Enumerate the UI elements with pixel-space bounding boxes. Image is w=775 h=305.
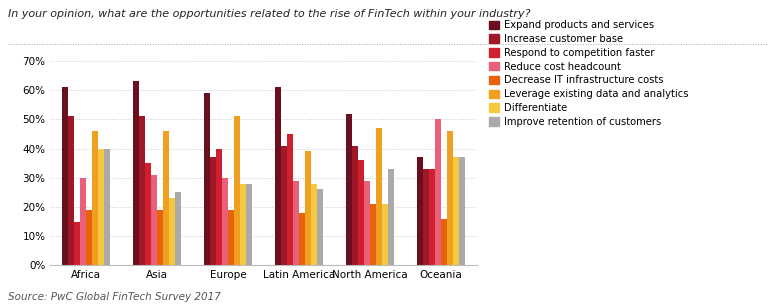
Bar [441, 219, 447, 265]
Bar [157, 210, 163, 265]
Bar [364, 181, 370, 265]
Bar [460, 157, 465, 265]
Bar [98, 149, 104, 265]
Bar [447, 131, 453, 265]
Bar [216, 149, 222, 265]
Bar [67, 117, 74, 265]
Bar [104, 149, 110, 265]
Bar [287, 134, 293, 265]
Bar [246, 184, 252, 265]
Bar [305, 152, 311, 265]
Bar [382, 204, 388, 265]
Bar [370, 204, 376, 265]
Bar [388, 169, 394, 265]
Bar [281, 146, 287, 265]
Bar [376, 128, 382, 265]
Bar [210, 157, 216, 265]
Bar [311, 184, 317, 265]
Bar [86, 210, 92, 265]
Bar [358, 160, 364, 265]
Bar [352, 146, 358, 265]
Bar [429, 169, 435, 265]
Bar [228, 210, 234, 265]
Bar [222, 178, 228, 265]
Bar [139, 117, 145, 265]
Bar [80, 178, 86, 265]
Bar [204, 93, 210, 265]
Bar [435, 119, 441, 265]
Bar [299, 213, 305, 265]
Bar [62, 87, 67, 265]
Bar [74, 221, 80, 265]
Bar [234, 117, 240, 265]
Bar [453, 157, 460, 265]
Bar [417, 157, 423, 265]
Bar [346, 113, 352, 265]
Bar [151, 175, 157, 265]
Bar [175, 192, 181, 265]
Bar [92, 131, 98, 265]
Legend: Expand products and services, Increase customer base, Respond to competition fas: Expand products and services, Increase c… [489, 20, 689, 127]
Bar [145, 163, 151, 265]
Bar [423, 169, 429, 265]
Bar [133, 81, 139, 265]
Bar [293, 181, 299, 265]
Bar [275, 87, 281, 265]
Bar [317, 189, 323, 265]
Bar [240, 184, 246, 265]
Text: Source: PwC Global FinTech Survey 2017: Source: PwC Global FinTech Survey 2017 [8, 292, 221, 302]
Bar [169, 198, 175, 265]
Text: In your opinion, what are the opportunities related to the rise of FinTech withi: In your opinion, what are the opportunit… [8, 9, 530, 19]
Bar [163, 131, 169, 265]
